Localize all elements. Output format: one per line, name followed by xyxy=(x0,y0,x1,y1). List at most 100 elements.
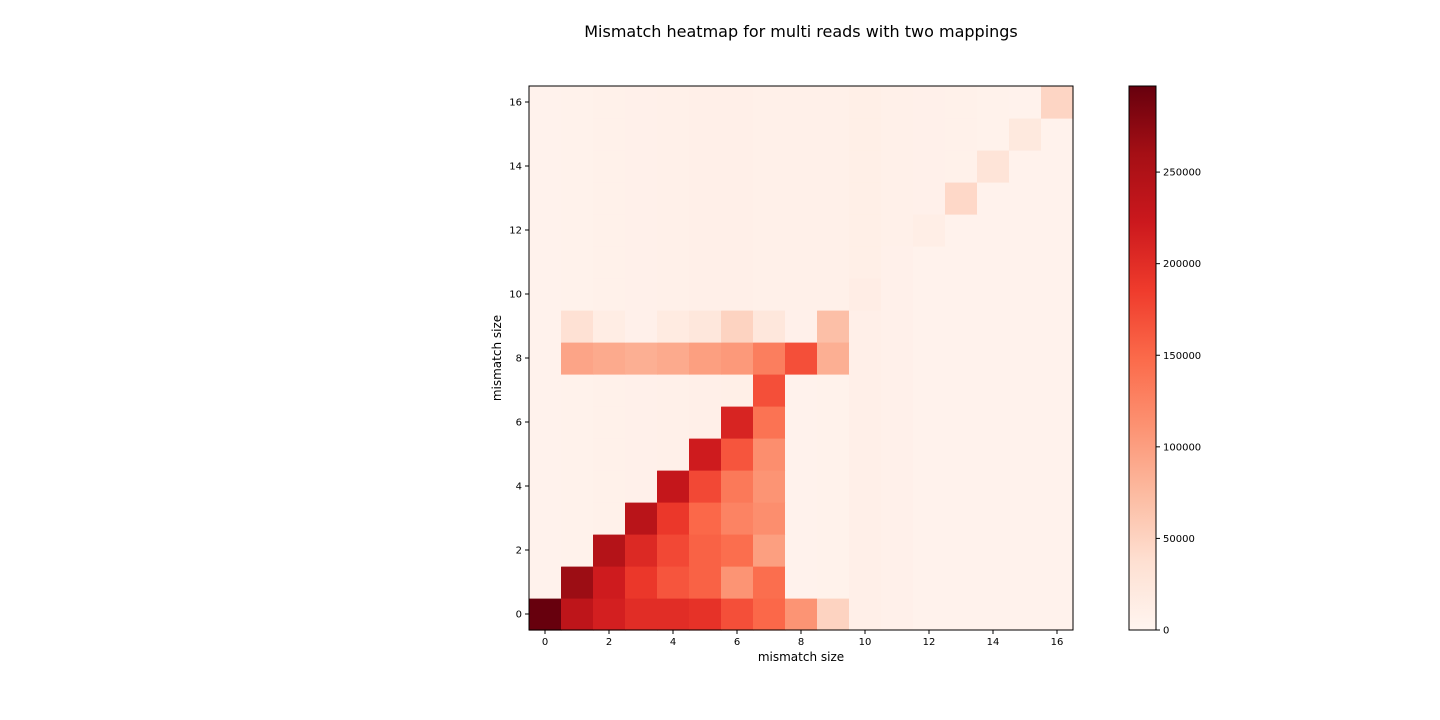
y-tick-label: 0 xyxy=(516,610,522,621)
heat-cell-x10-y7 xyxy=(849,374,882,407)
heat-cell-x1-y2 xyxy=(561,534,594,567)
colorbar xyxy=(1128,85,1157,631)
heat-cell-x2-y13 xyxy=(593,182,626,215)
x-tick-label: 0 xyxy=(542,637,548,648)
heat-cell-x16-y5 xyxy=(1041,438,1074,471)
heat-cell-x0-y2 xyxy=(529,534,562,567)
heat-cell-x0-y13 xyxy=(529,182,562,215)
heat-cell-x8-y7 xyxy=(785,374,818,407)
heat-cell-x16-y14 xyxy=(1041,150,1074,183)
heat-cell-x8-y0 xyxy=(785,598,818,631)
heat-cell-x14-y4 xyxy=(977,470,1010,503)
heat-cell-x0-y3 xyxy=(529,502,562,535)
heat-cell-x5-y16 xyxy=(689,86,722,119)
heat-cell-x9-y13 xyxy=(817,182,850,215)
heat-cell-x13-y12 xyxy=(945,214,978,247)
heat-cell-x1-y7 xyxy=(561,374,594,407)
heat-cell-x15-y12 xyxy=(1009,214,1042,247)
heat-cell-x12-y13 xyxy=(913,182,946,215)
heat-cell-x14-y6 xyxy=(977,406,1010,439)
heat-cell-x13-y16 xyxy=(945,86,978,119)
heat-cell-x16-y12 xyxy=(1041,214,1074,247)
heat-cell-x9-y7 xyxy=(817,374,850,407)
heat-cell-x1-y0 xyxy=(561,598,594,631)
heat-cell-x5-y4 xyxy=(689,470,722,503)
heat-cell-x13-y7 xyxy=(945,374,978,407)
heat-cell-x0-y12 xyxy=(529,214,562,247)
colorbar-ticks: 0 50000 100000 150000 200000 250000 xyxy=(1156,168,1201,637)
heat-cell-x5-y9 xyxy=(689,310,722,343)
heat-cell-x10-y5 xyxy=(849,438,882,471)
heat-cell-x14-y11 xyxy=(977,246,1010,279)
heat-cell-x1-y15 xyxy=(561,118,594,151)
heat-cell-x8-y8 xyxy=(785,342,818,375)
heat-cell-x0-y0 xyxy=(529,598,562,631)
heat-cell-x14-y9 xyxy=(977,310,1010,343)
heat-cell-x2-y3 xyxy=(593,502,626,535)
heat-cell-x14-y7 xyxy=(977,374,1010,407)
heat-cell-x11-y9 xyxy=(881,310,914,343)
heat-cell-x16-y16 xyxy=(1041,86,1074,119)
heat-cell-x7-y16 xyxy=(753,86,786,119)
heat-cell-x6-y6 xyxy=(721,406,754,439)
heat-cell-x16-y10 xyxy=(1041,278,1074,311)
heat-cell-x15-y13 xyxy=(1009,182,1042,215)
heat-cell-x13-y2 xyxy=(945,534,978,567)
heat-cell-x7-y14 xyxy=(753,150,786,183)
heat-cell-x7-y0 xyxy=(753,598,786,631)
heat-cell-x14-y13 xyxy=(977,182,1010,215)
heat-cell-x15-y0 xyxy=(1009,598,1042,631)
heat-cell-x15-y1 xyxy=(1009,566,1042,599)
heat-cell-x6-y4 xyxy=(721,470,754,503)
heat-cell-x11-y8 xyxy=(881,342,914,375)
heat-cell-x5-y8 xyxy=(689,342,722,375)
heat-cell-x13-y9 xyxy=(945,310,978,343)
heat-cell-x2-y9 xyxy=(593,310,626,343)
heat-cell-x7-y6 xyxy=(753,406,786,439)
heat-cell-x13-y15 xyxy=(945,118,978,151)
heat-cell-x10-y3 xyxy=(849,502,882,535)
heat-cell-x7-y5 xyxy=(753,438,786,471)
heat-cell-x9-y0 xyxy=(817,598,850,631)
heat-cell-x10-y1 xyxy=(849,566,882,599)
heat-cell-x12-y9 xyxy=(913,310,946,343)
heat-cell-x13-y14 xyxy=(945,150,978,183)
heat-cell-x6-y12 xyxy=(721,214,754,247)
heat-cell-x7-y11 xyxy=(753,246,786,279)
heat-cell-x6-y15 xyxy=(721,118,754,151)
heat-cell-x12-y3 xyxy=(913,502,946,535)
y-axis-ticks: 0 2 4 6 8 10 12 14 16 xyxy=(509,98,529,621)
heat-cell-x2-y2 xyxy=(593,534,626,567)
heat-cell-x0-y8 xyxy=(529,342,562,375)
heat-cell-x4-y7 xyxy=(657,374,690,407)
heat-cell-x15-y11 xyxy=(1009,246,1042,279)
heat-cell-x3-y8 xyxy=(625,342,658,375)
heat-cell-x12-y16 xyxy=(913,86,946,119)
heat-cell-x10-y10 xyxy=(849,278,882,311)
heat-cell-x6-y10 xyxy=(721,278,754,311)
heat-cell-x13-y4 xyxy=(945,470,978,503)
heat-cell-x3-y4 xyxy=(625,470,658,503)
heat-cell-x5-y15 xyxy=(689,118,722,151)
y-tick-label: 2 xyxy=(516,546,522,557)
heat-cell-x16-y4 xyxy=(1041,470,1074,503)
heat-cell-x2-y15 xyxy=(593,118,626,151)
heat-cell-x16-y1 xyxy=(1041,566,1074,599)
heat-cell-x8-y6 xyxy=(785,406,818,439)
heat-cell-x13-y3 xyxy=(945,502,978,535)
x-tick-label: 12 xyxy=(923,637,936,648)
heat-cell-x7-y4 xyxy=(753,470,786,503)
heat-cell-x6-y9 xyxy=(721,310,754,343)
heat-cell-x4-y14 xyxy=(657,150,690,183)
heat-cell-x9-y6 xyxy=(817,406,850,439)
heat-cell-x1-y8 xyxy=(561,342,594,375)
heat-cell-x12-y12 xyxy=(913,214,946,247)
heat-cell-x11-y13 xyxy=(881,182,914,215)
heat-cell-x16-y7 xyxy=(1041,374,1074,407)
heat-cell-x2-y16 xyxy=(593,86,626,119)
heat-cell-x3-y9 xyxy=(625,310,658,343)
heat-cell-x14-y14 xyxy=(977,150,1010,183)
heat-cell-x8-y1 xyxy=(785,566,818,599)
heat-cell-x16-y2 xyxy=(1041,534,1074,567)
heat-cell-x10-y16 xyxy=(849,86,882,119)
